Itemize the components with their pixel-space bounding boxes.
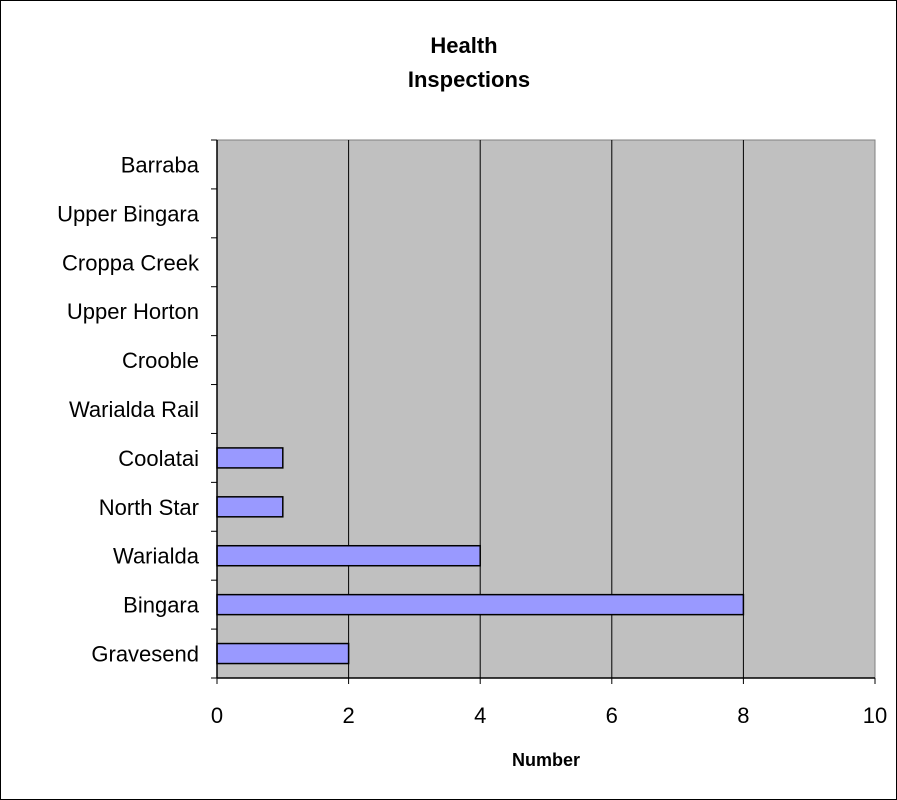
- category-label: Upper Bingara: [57, 201, 200, 226]
- bar-coolatai: [216, 447, 284, 469]
- y-axis: Gravesend Bingara Warialda North Star Coolat…: [57, 139, 218, 679]
- gridlines: [348, 140, 744, 678]
- x-tick-label: 6: [606, 703, 618, 728]
- category-label: Croppa Creek: [62, 250, 200, 275]
- bar-north-star: [216, 496, 284, 518]
- x-axis: 0 2 4 6 8 10: [211, 677, 887, 728]
- category-label: Bingara: [123, 593, 200, 618]
- x-tick-label: 10: [863, 703, 887, 728]
- category-label: Gravesend: [91, 642, 199, 667]
- plot-area: [216, 139, 876, 679]
- bar-bingara: [216, 593, 745, 616]
- category-label: Upper Horton: [67, 299, 199, 324]
- category-label: Barraba: [121, 152, 200, 177]
- x-tick-label: 8: [737, 703, 749, 728]
- x-tick-label: 4: [474, 703, 486, 728]
- category-label: Warialda Rail: [69, 397, 199, 422]
- x-axis-title: Number: [512, 750, 580, 770]
- chart-title-line-1: Health: [430, 33, 497, 58]
- category-label: North Star: [99, 495, 199, 520]
- x-tick-label: 0: [211, 703, 223, 728]
- category-label: Warialda: [113, 544, 200, 569]
- bar-warialda: [216, 544, 481, 567]
- category-label: Crooble: [122, 348, 199, 373]
- x-tick-label: 2: [342, 703, 354, 728]
- bar-gravesend: [216, 642, 350, 665]
- chart-title-line-2: Inspections: [408, 67, 530, 92]
- category-label: Coolatai: [118, 446, 199, 471]
